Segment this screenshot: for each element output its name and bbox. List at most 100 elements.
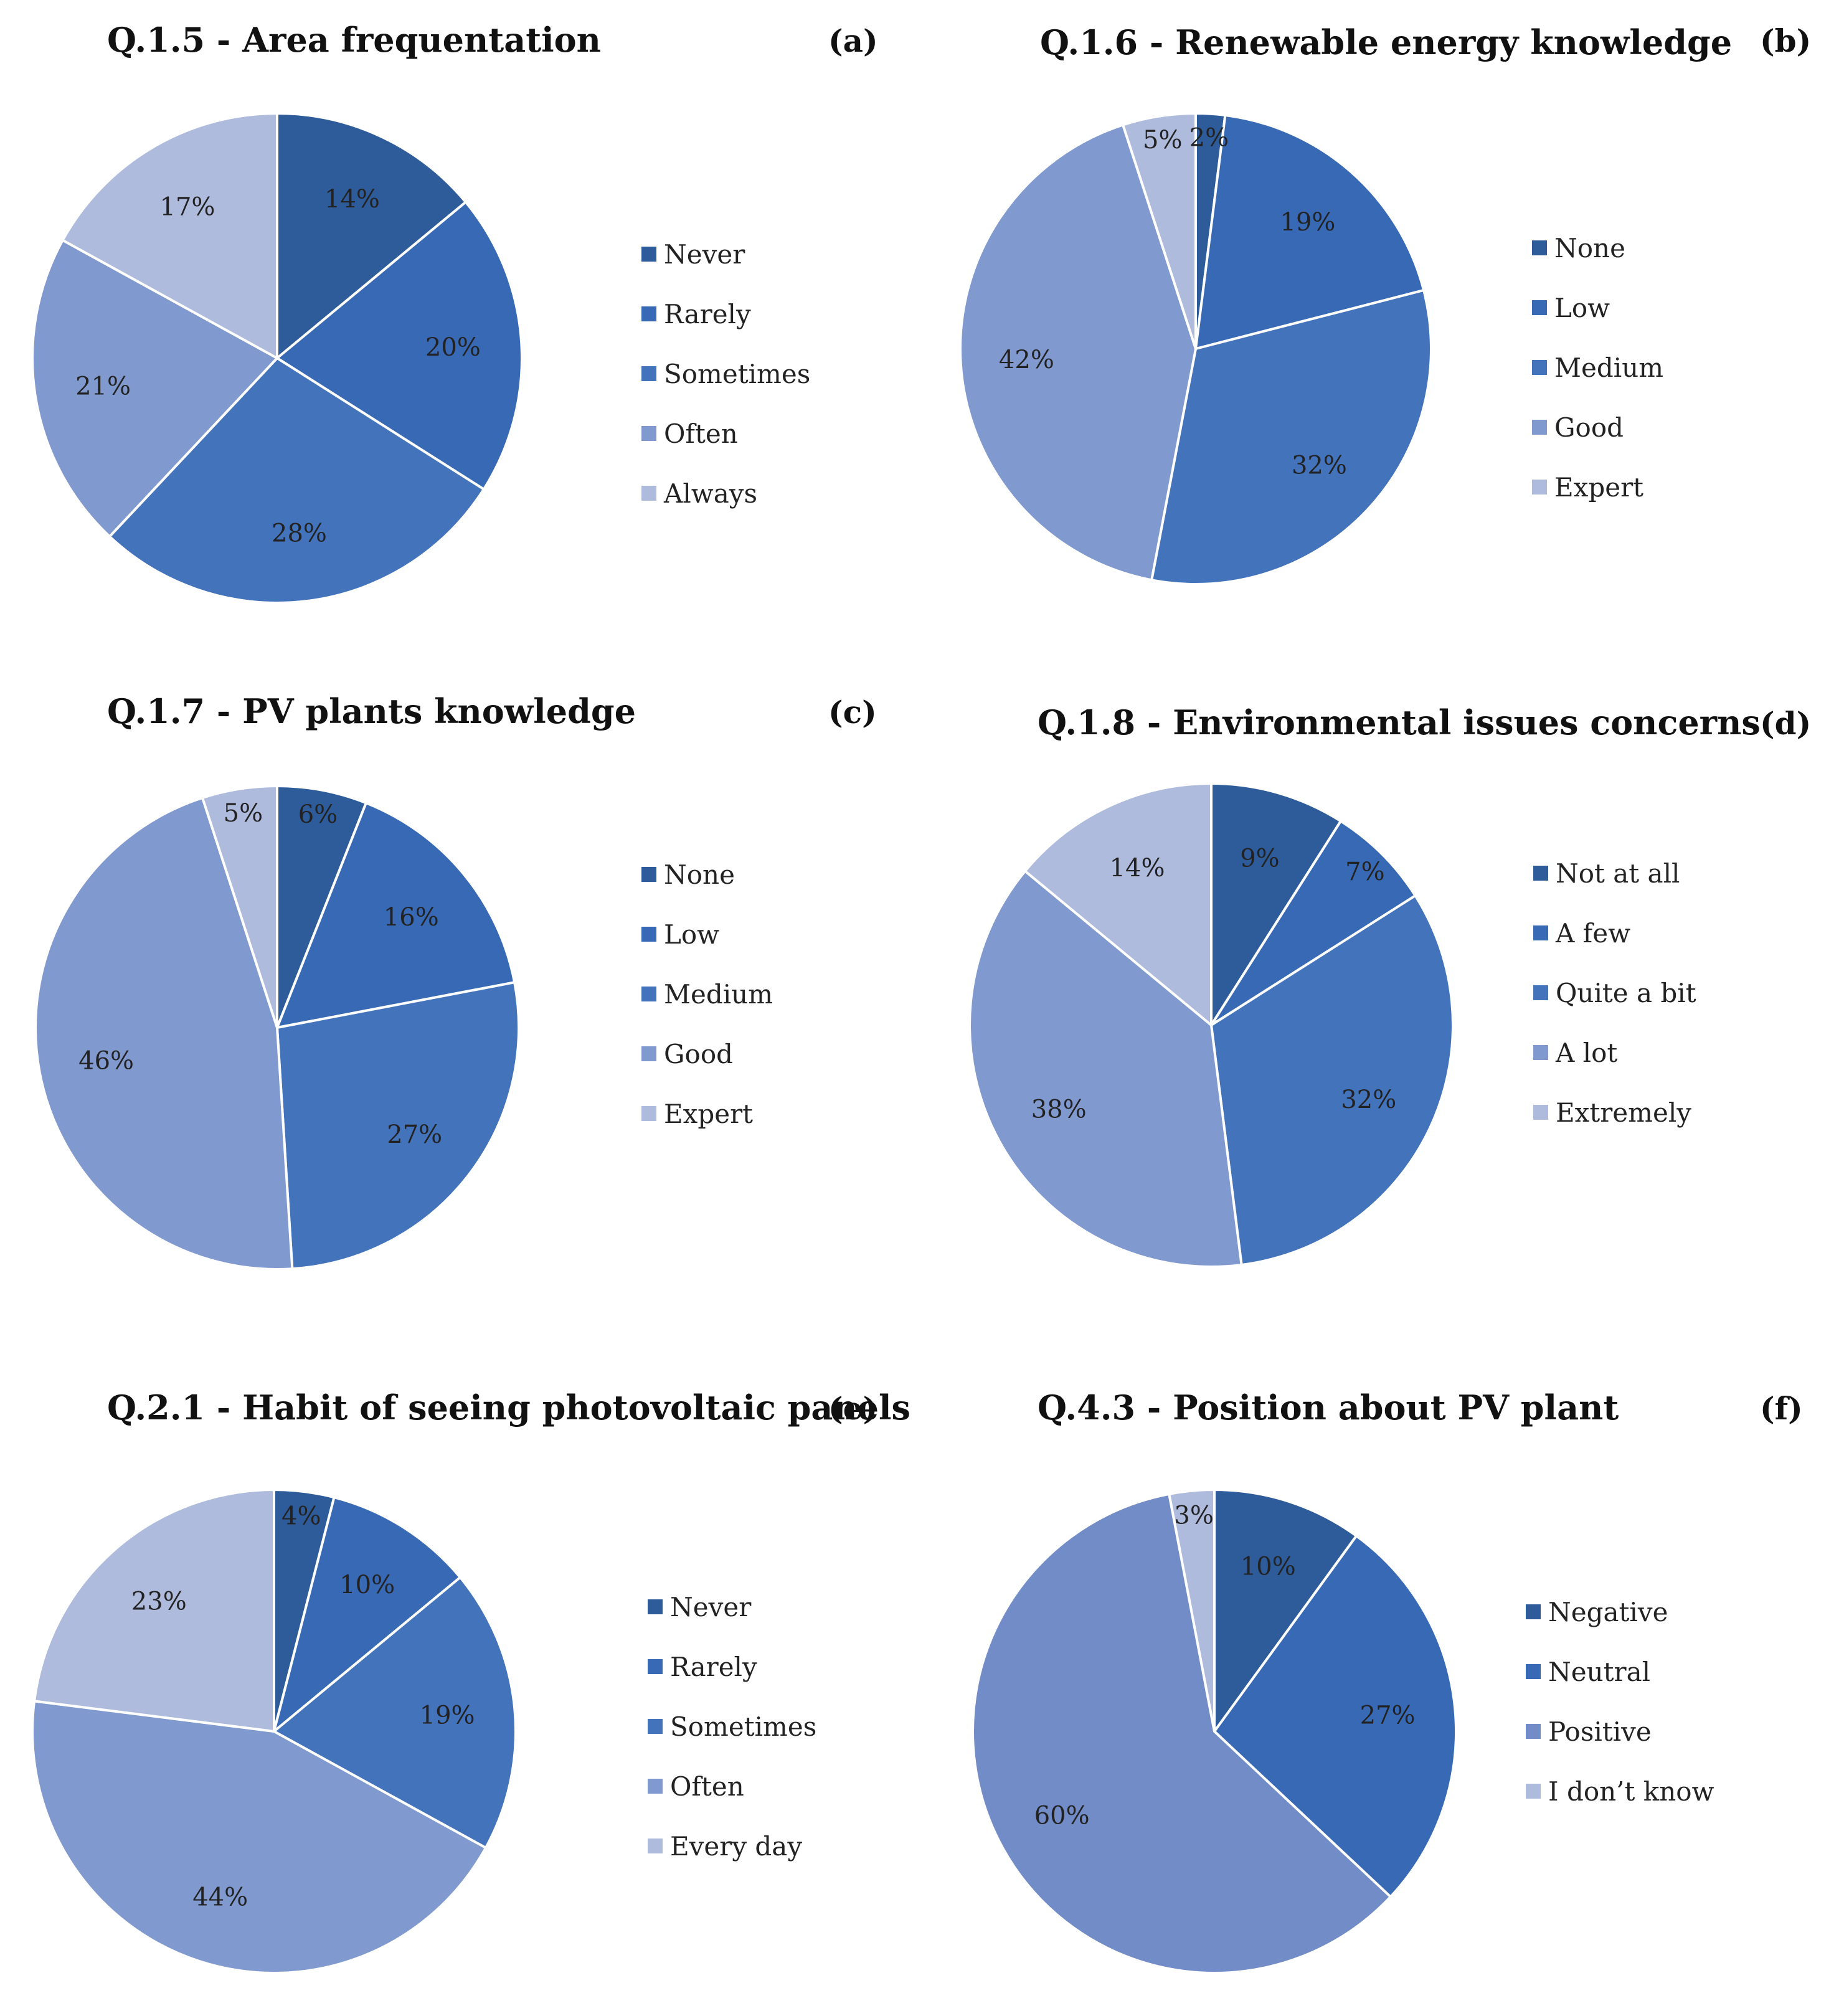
pie-slice-a-few xyxy=(1210,819,1417,1026)
legend-swatch xyxy=(1526,1664,1541,1679)
slice-data-label: 32% xyxy=(1341,1086,1396,1114)
legend-swatch xyxy=(1533,866,1548,881)
legend-swatch xyxy=(1532,480,1547,495)
slice-data-label: 28% xyxy=(272,519,327,548)
legend-item: Good xyxy=(641,1024,773,1084)
slice-data-label: 6% xyxy=(298,800,338,829)
legend-label: Expert xyxy=(1554,471,1644,503)
legend-label: Expert xyxy=(664,1098,754,1129)
legend-item: Medium xyxy=(641,964,773,1024)
legend-swatch xyxy=(641,987,656,1001)
legend-swatch xyxy=(1533,985,1548,1000)
legend: Negative Neutral Positive I don’t know xyxy=(1526,1582,1714,1821)
legend-label: Quite a bit xyxy=(1556,977,1696,1008)
panel-letter: (f) xyxy=(1760,1390,1803,1427)
legend-label: A lot xyxy=(1556,1037,1618,1068)
slice-data-label: 20% xyxy=(425,333,481,362)
legend-item: Expert xyxy=(1532,457,1663,517)
legend-item: Expert xyxy=(641,1084,773,1143)
legend-label: Extremely xyxy=(1556,1097,1691,1128)
legend-item: Positive xyxy=(1526,1701,1714,1761)
pie-slice-none xyxy=(276,784,368,1028)
pie-slice-neutral xyxy=(1213,1534,1457,1899)
legend-label: Rarely xyxy=(664,298,751,329)
slice-data-label: 4% xyxy=(281,1502,321,1531)
pie-slice-every-day xyxy=(32,1488,275,1733)
panel-letter: (d) xyxy=(1760,705,1812,742)
legend-item: Never xyxy=(641,224,810,284)
legend-label: Positive xyxy=(1548,1716,1652,1747)
legend-swatch xyxy=(1526,1604,1541,1619)
legend-swatch xyxy=(641,1106,656,1121)
legend-label: Neutral xyxy=(1548,1656,1651,1687)
slice-data-label: 19% xyxy=(1280,208,1336,237)
panel-letter: (c) xyxy=(828,694,877,731)
legend-item: Often xyxy=(641,404,810,463)
legend-item: A lot xyxy=(1533,1023,1696,1082)
pie-slice-low xyxy=(1194,113,1426,351)
pie-chart: 2% 19% 32% 42% 5% xyxy=(959,111,1432,585)
legend-label: A few xyxy=(1556,917,1631,949)
legend-item: Rarely xyxy=(641,284,810,344)
legend-swatch xyxy=(1533,925,1548,940)
legend-swatch xyxy=(1533,1105,1548,1120)
pie-slice-never xyxy=(276,111,468,361)
pie-slice-good xyxy=(34,796,294,1271)
pie-slice-a-lot xyxy=(968,869,1243,1268)
legend-swatch xyxy=(641,247,656,262)
legend-swatch xyxy=(641,306,656,321)
slice-data-label: 21% xyxy=(75,372,131,400)
pie-slice-good xyxy=(959,123,1198,582)
legend-item: Sometimes xyxy=(641,344,810,404)
slice-data-label: 17% xyxy=(160,192,215,221)
legend-label: Every day xyxy=(670,1830,803,1862)
slice-data-label: 60% xyxy=(1034,1802,1090,1830)
legend-label: Good xyxy=(664,1038,734,1069)
legend-swatch xyxy=(641,1046,656,1061)
slice-data-label: 10% xyxy=(1241,1552,1296,1581)
pie-slice-sometimes xyxy=(108,356,486,604)
legend-swatch xyxy=(1532,300,1547,315)
legend-swatch xyxy=(641,486,656,501)
legend: Never Rarely Sometimes Often Always xyxy=(641,224,810,523)
legend: None Low Medium Good Expert xyxy=(1532,218,1663,517)
slice-data-label: 19% xyxy=(420,1701,475,1730)
legend-item: Every day xyxy=(648,1816,816,1876)
legend: None Low Medium Good Expert xyxy=(641,845,773,1143)
chart-title: Q.2.1 - Habit of seeing photovoltaic pan… xyxy=(107,1388,910,1427)
legend-item: None xyxy=(1532,218,1663,278)
legend-item: None xyxy=(641,845,773,904)
legend-item: Quite a bit xyxy=(1533,963,1696,1023)
legend-label: Sometimes xyxy=(664,358,811,389)
legend-item: Always xyxy=(641,463,810,523)
legend-label: Sometimes xyxy=(670,1711,817,1742)
slice-data-label: 46% xyxy=(78,1046,134,1075)
legend-label: Rarely xyxy=(670,1651,757,1682)
chart-title: Q.1.6 - Renewable energy knowledge xyxy=(1040,22,1733,62)
legend-label: Negative xyxy=(1548,1596,1668,1627)
legend-item: Rarely xyxy=(648,1637,816,1697)
pie-chart: 9% 7% 32% 38% 14% xyxy=(968,782,1454,1268)
legend-label: None xyxy=(664,859,735,890)
pie-slice-rarely xyxy=(272,1495,462,1735)
legend-label: Good xyxy=(1554,412,1624,443)
legend-swatch xyxy=(648,1659,663,1674)
pie-slice-sometimes xyxy=(272,1575,517,1850)
legend-label: Medium xyxy=(1554,352,1664,383)
legend-label: Often xyxy=(670,1771,744,1802)
legend-label: Low xyxy=(664,919,720,950)
pie-chart: 14% 20% 28% 21% 17% xyxy=(31,111,523,604)
pie-chart: 6% 16% 27% 46% 5% xyxy=(34,784,520,1271)
pie-slice-i-don-t-know xyxy=(1167,1488,1216,1732)
pie-slice-rarely xyxy=(275,200,523,491)
chart-title: Q.4.3 - Position about PV plant xyxy=(1038,1388,1619,1427)
legend-swatch xyxy=(1532,420,1547,435)
legend-label: Never xyxy=(670,1591,752,1622)
legend-item: Never xyxy=(648,1577,816,1637)
legend-item: Sometimes xyxy=(648,1697,816,1756)
pie-slice-often xyxy=(31,238,280,539)
legend-item: Low xyxy=(641,904,773,964)
pie-slice-negative xyxy=(1213,1488,1358,1736)
pie-slice-not-at-all xyxy=(1210,782,1343,1029)
chart-title: Q.1.8 - Environmental issues concerns xyxy=(1038,703,1761,742)
